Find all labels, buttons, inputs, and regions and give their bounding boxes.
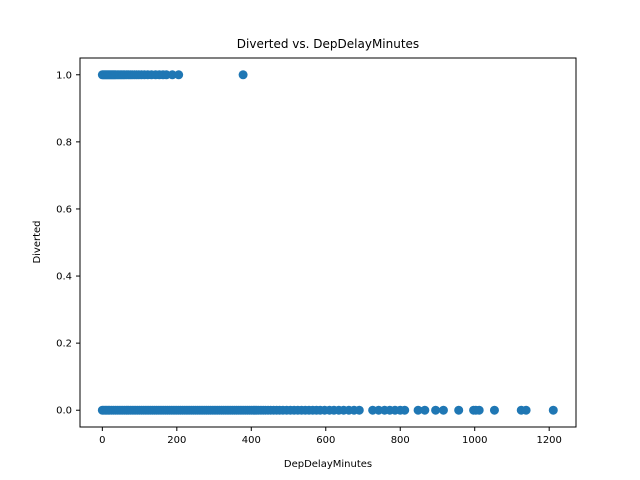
x-tick-label: 0: [99, 435, 105, 446]
y-axis-label: Diverted: [32, 220, 43, 263]
data-point: [167, 70, 177, 80]
data-point: [420, 405, 430, 415]
y-tick-label: 0.4: [56, 272, 72, 283]
y-tick-label: 0.2: [56, 339, 72, 350]
x-tick-label: 1000: [462, 435, 487, 446]
data-point: [238, 70, 248, 80]
data-point: [413, 405, 423, 415]
x-axis-label: DepDelayMinutes: [284, 459, 372, 470]
y-tick-label: 0.0: [56, 406, 72, 417]
y-tick-label: 0.8: [56, 137, 72, 148]
points-layer: [97, 70, 558, 415]
data-point: [474, 405, 484, 415]
data-point: [521, 405, 531, 415]
plot-frame: [79, 57, 577, 428]
data-point: [548, 405, 558, 415]
y-axis: 0.0 0.2 0.4 0.6 0.8 1.0: [56, 70, 80, 417]
data-point: [489, 405, 499, 415]
x-tick-label: 600: [316, 435, 335, 446]
data-point: [431, 405, 441, 415]
x-tick-label: 1200: [536, 435, 561, 446]
data-point: [438, 405, 448, 415]
data-point: [454, 405, 464, 415]
y-tick-label: 0.6: [56, 204, 72, 215]
x-axis: 0 200 400 600 800 1000 1200: [99, 427, 562, 446]
data-point: [400, 405, 410, 415]
x-tick-label: 800: [391, 435, 410, 446]
y-tick-label: 1.0: [56, 70, 72, 81]
x-tick-label: 200: [167, 435, 186, 446]
x-tick-label: 400: [242, 435, 261, 446]
chart-title: Diverted vs. DepDelayMinutes: [237, 37, 419, 51]
data-point: [174, 70, 184, 80]
data-point: [354, 405, 364, 415]
